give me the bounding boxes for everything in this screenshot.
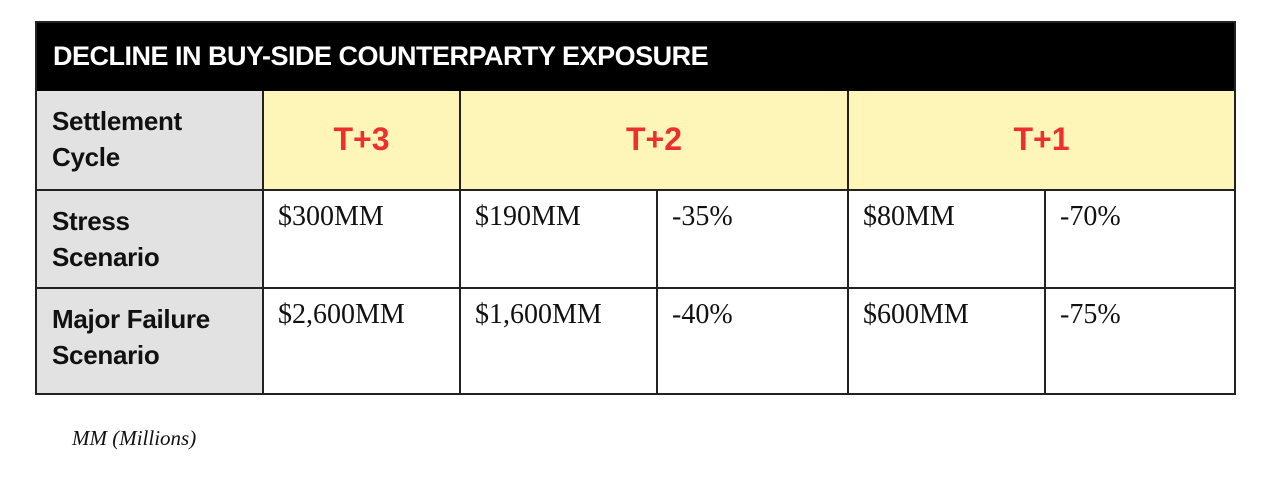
row-label-major-failure-scenario: Major Failure Scenario <box>37 289 264 393</box>
cycle-header-t2: T+2 <box>461 91 849 191</box>
table-title: DECLINE IN BUY-SIDE COUNTERPARTY EXPOSUR… <box>37 23 1234 91</box>
major-failure-t1-value: $600MM <box>849 289 1046 393</box>
major-failure-t3-value: $2,600MM <box>264 289 461 393</box>
stress-t2-change: -35% <box>658 191 849 289</box>
stress-t1-value: $80MM <box>849 191 1046 289</box>
major-failure-t2-value: $1,600MM <box>461 289 658 393</box>
stress-t1-change: -70% <box>1046 191 1234 289</box>
row-label-stress-scenario: Stress Scenario <box>37 191 264 289</box>
stress-t3-value: $300MM <box>264 191 461 289</box>
exposure-table: DECLINE IN BUY-SIDE COUNTERPARTY EXPOSUR… <box>35 21 1236 395</box>
cycle-header-t1: T+1 <box>849 91 1234 191</box>
major-failure-t2-change: -40% <box>658 289 849 393</box>
footnote: MM (Millions) <box>72 426 197 450</box>
cycle-header-t3: T+3 <box>264 91 461 191</box>
row-label-settlement-cycle: Settlement Cycle <box>37 91 264 191</box>
stress-t2-value: $190MM <box>461 191 658 289</box>
major-failure-t1-change: -75% <box>1060 299 1121 330</box>
